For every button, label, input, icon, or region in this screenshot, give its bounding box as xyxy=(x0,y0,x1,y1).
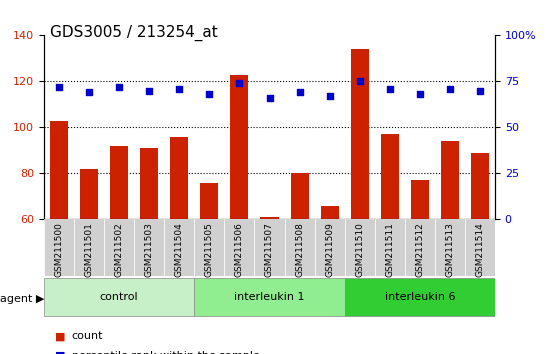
FancyBboxPatch shape xyxy=(74,219,104,276)
Bar xyxy=(411,180,429,354)
Point xyxy=(54,84,63,90)
Point xyxy=(446,86,454,92)
Bar xyxy=(50,120,68,354)
Text: GSM211505: GSM211505 xyxy=(205,222,214,277)
Point xyxy=(175,86,184,92)
FancyBboxPatch shape xyxy=(435,219,465,276)
Bar xyxy=(230,74,249,354)
Text: ■: ■ xyxy=(55,351,65,354)
Text: count: count xyxy=(72,331,103,341)
Text: GSM211502: GSM211502 xyxy=(114,222,124,277)
FancyBboxPatch shape xyxy=(134,219,164,276)
Text: GDS3005 / 213254_at: GDS3005 / 213254_at xyxy=(50,25,217,41)
FancyBboxPatch shape xyxy=(315,219,345,276)
Point xyxy=(115,84,124,90)
Text: GSM211514: GSM211514 xyxy=(475,222,485,277)
FancyBboxPatch shape xyxy=(194,278,345,316)
Text: GSM211511: GSM211511 xyxy=(385,222,394,277)
FancyBboxPatch shape xyxy=(164,219,194,276)
Text: GSM211500: GSM211500 xyxy=(54,222,64,277)
Text: GSM211504: GSM211504 xyxy=(175,222,184,277)
Point xyxy=(205,91,214,97)
Text: GSM211503: GSM211503 xyxy=(145,222,154,277)
Point xyxy=(235,80,244,86)
Text: interleukin 1: interleukin 1 xyxy=(234,292,305,302)
Point xyxy=(325,93,334,99)
Bar xyxy=(381,134,399,354)
Bar xyxy=(471,153,489,354)
Text: ■: ■ xyxy=(55,331,65,341)
Text: GSM211510: GSM211510 xyxy=(355,222,364,277)
Point xyxy=(386,86,394,92)
FancyBboxPatch shape xyxy=(44,278,194,316)
FancyBboxPatch shape xyxy=(194,219,224,276)
Point xyxy=(85,90,94,95)
Text: GSM211501: GSM211501 xyxy=(85,222,94,277)
Text: agent ▶: agent ▶ xyxy=(0,294,45,304)
Text: percentile rank within the sample: percentile rank within the sample xyxy=(72,351,260,354)
Bar xyxy=(441,141,459,354)
FancyBboxPatch shape xyxy=(104,219,134,276)
FancyBboxPatch shape xyxy=(405,219,435,276)
Bar xyxy=(170,137,188,354)
Point xyxy=(265,95,274,101)
Bar xyxy=(321,206,339,354)
Bar xyxy=(140,148,158,354)
Bar xyxy=(290,173,309,354)
Bar xyxy=(261,217,278,354)
Point xyxy=(145,88,153,93)
FancyBboxPatch shape xyxy=(345,219,375,276)
Text: GSM211506: GSM211506 xyxy=(235,222,244,277)
Bar xyxy=(110,146,128,354)
FancyBboxPatch shape xyxy=(284,219,315,276)
Text: GSM211509: GSM211509 xyxy=(325,222,334,277)
Point xyxy=(415,91,424,97)
Text: interleukin 6: interleukin 6 xyxy=(384,292,455,302)
FancyBboxPatch shape xyxy=(44,219,74,276)
FancyBboxPatch shape xyxy=(345,278,495,316)
Bar xyxy=(80,169,98,354)
FancyBboxPatch shape xyxy=(375,219,405,276)
Text: GSM211508: GSM211508 xyxy=(295,222,304,277)
Text: GSM211507: GSM211507 xyxy=(265,222,274,277)
FancyBboxPatch shape xyxy=(255,219,284,276)
FancyBboxPatch shape xyxy=(224,219,255,276)
Point xyxy=(476,88,485,93)
Bar xyxy=(351,49,369,354)
Bar xyxy=(200,183,218,354)
Text: GSM211512: GSM211512 xyxy=(415,222,425,277)
Point xyxy=(355,79,364,84)
FancyBboxPatch shape xyxy=(465,219,495,276)
Text: control: control xyxy=(100,292,139,302)
Point xyxy=(295,90,304,95)
Text: GSM211513: GSM211513 xyxy=(446,222,454,277)
